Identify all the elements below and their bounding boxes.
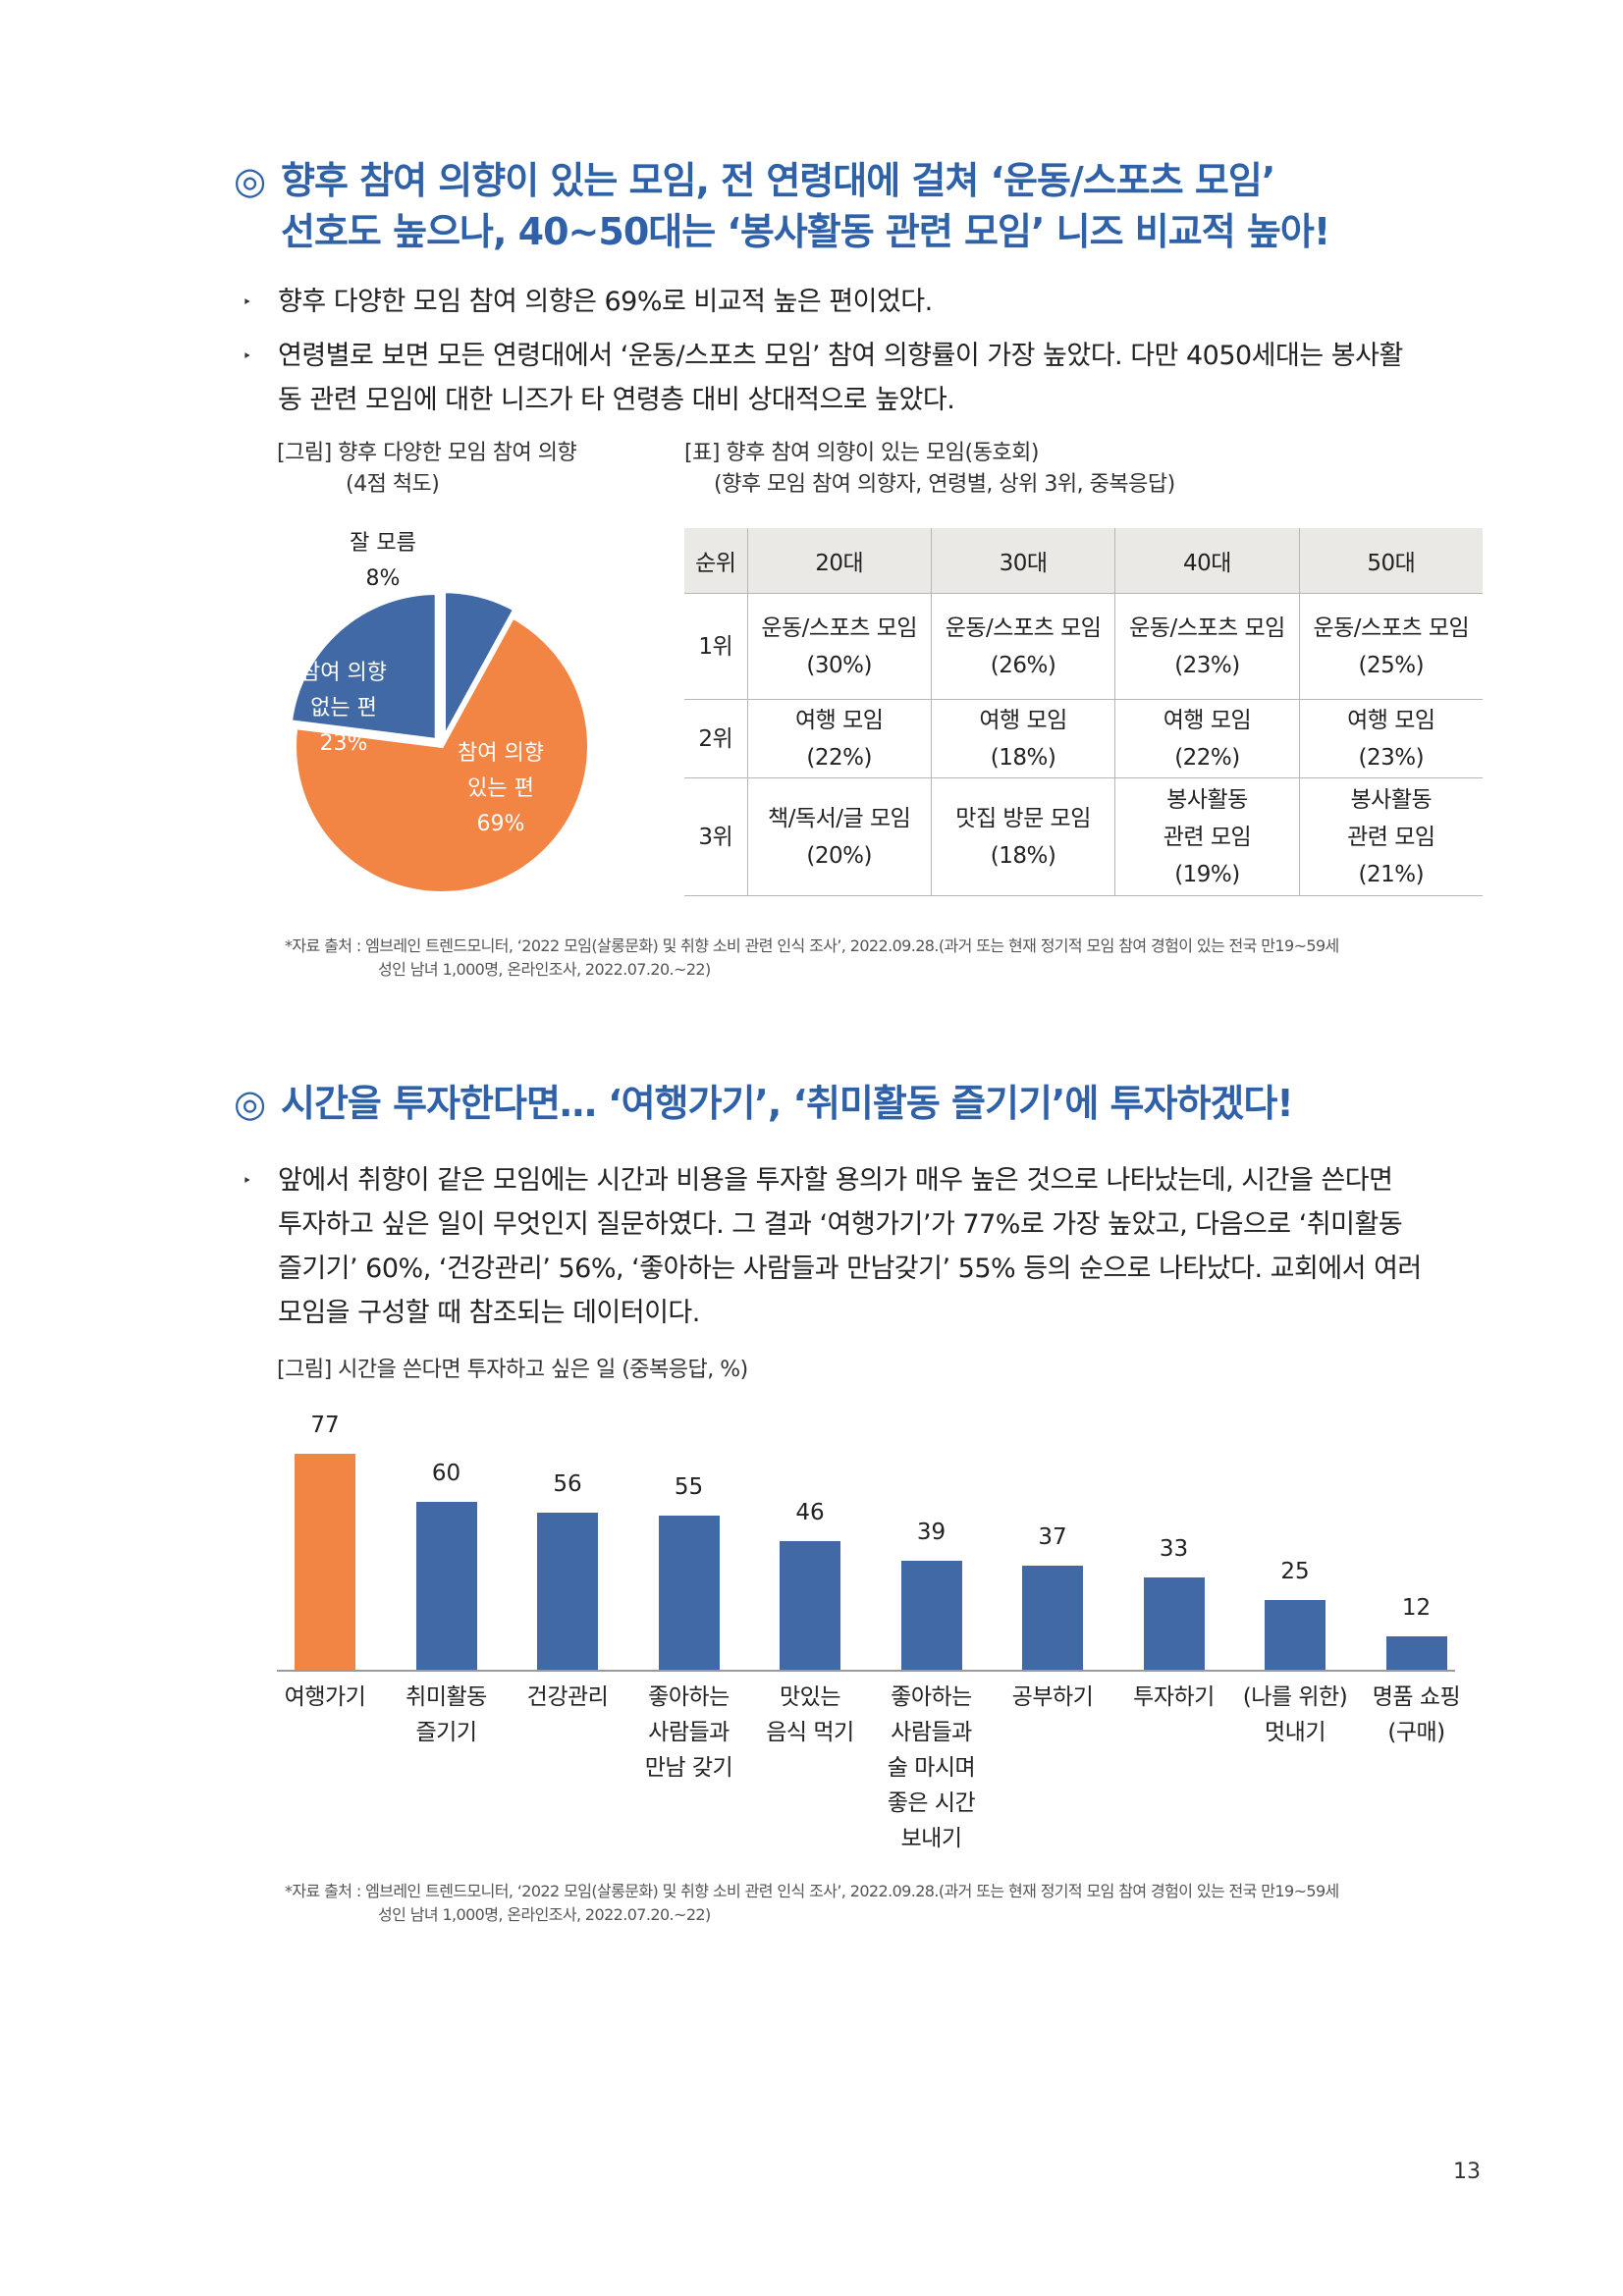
table-cell: 운동/스포츠 모임 (30%) (746, 593, 932, 700)
bar-value-label: 77 (310, 1413, 340, 1438)
bar-category-label: 공부하기 (1011, 1684, 1094, 1710)
bar-value-label: 33 (1159, 1535, 1189, 1562)
table-header-20s: 20대 (746, 528, 932, 594)
section1-bullet-1: ‣ 향후 다양한 모임 참여 의향은 69%로 비교적 높은 편이었다. (243, 280, 1495, 324)
bar-category-label: 명품 쇼핑 (구매) (1372, 1684, 1461, 1745)
bar (658, 1515, 720, 1670)
bullet-arrow-icon: ‣ (243, 293, 251, 311)
pie-slice-yes (293, 614, 591, 895)
bar (1385, 1635, 1447, 1670)
bar-category-label: 여행가기 (284, 1684, 366, 1710)
bar (1022, 1566, 1083, 1670)
section2-bullet: ‣ 앞에서 취향이 같은 모임에는 시간과 비용을 투자할 용의가 매우 높은 … (243, 1158, 1505, 1335)
section1-source-note: *자료 출처 : 엠브레인 트렌드모니터, ‘2022 모임(살롱문화) 및 취… (285, 936, 1339, 979)
table-row: 1위 운동/스포츠 모임 (30%) 운동/스포츠 모임 (26%) 운동/스포츠 … (684, 593, 1483, 700)
bar-category-label: (나를 위한) 멋내기 (1242, 1684, 1348, 1745)
page-number: 13 (1453, 2160, 1481, 2184)
bar (295, 1454, 355, 1670)
bar-value-label: 25 (1280, 1558, 1310, 1584)
bar-value-label: 39 (916, 1519, 947, 1545)
bar-category-label: 맛있는 음식 먹기 (766, 1684, 854, 1745)
bar (415, 1501, 477, 1670)
table-header-30s: 30대 (930, 528, 1115, 594)
bar-chart: 77 여행가기 60 취미활동 즐기기 56 건강관리 55 좋아하는 사람들과 만남 갖기 46 맛있… (277, 1394, 1461, 1851)
table-row: 2위 여행 모임 (22%) 여행 모임 (18%) 여행 모임 (22%) 여행 모… (684, 699, 1483, 778)
section2-heading: ◎ 시간을 투자한다면… ‘여행가기’, ‘취미활동 즐기기’에 투자하겠다! (234, 1078, 1510, 1129)
table-cell: 여행 모임 (22%) (1114, 699, 1300, 778)
table-cell: 책/독서/글 모임 (20%) (746, 777, 932, 896)
table-cell: 운동/스포츠 모임 (26%) (930, 593, 1115, 700)
pie-slice-unknown (441, 589, 517, 740)
heading-mark-icon: ◎ (234, 1082, 266, 1125)
bar (537, 1513, 598, 1670)
pie-label-no: 참여 의향 없는 편 23% (300, 661, 387, 756)
table-row: 3위 책/독서/글 모임 (20%) 맛집 방문 모임 (18%) 봉사활동 관련 모… (684, 777, 1483, 896)
section1-heading-line1: 향후 참여 의향이 있는 모임, 전 연령대에 걸쳐 ‘운동/스포츠 모임’ (281, 159, 1275, 202)
table-cell: 여행 모임 (22%) (746, 699, 932, 778)
bar (900, 1560, 962, 1670)
bar-category-label: 좋아하는 사람들과 술 마시며 좋은 시간 보내기 (887, 1684, 976, 1851)
bar-chart-caption: [그림] 시간을 쓴다면 투자하고 싶은 일 (중복응답, %) (277, 1358, 748, 1382)
table-cell-rank: 1위 (684, 593, 747, 700)
bar-value-label: 12 (1401, 1594, 1432, 1621)
pie-label-yes: 참여 의향 있는 편 69% (458, 741, 544, 836)
table-cell: 여행 모임 (18%) (930, 699, 1115, 778)
table-header-40s: 40대 (1114, 528, 1300, 594)
section1-bullet-2: ‣ 연령별로 보면 모든 연령대에서 ‘운동/스포츠 모임’ 참여 의향률이 가… (243, 334, 1505, 422)
bar (1265, 1599, 1325, 1670)
section1-heading: ◎ 향후 참여 의향이 있는 모임, 전 연령대에 걸쳐 ‘운동/스포츠 모임’ … (234, 155, 1510, 257)
pie-label-unknown: 잘 모름 8% (350, 531, 416, 591)
heading-mark-icon: ◎ (234, 159, 266, 202)
table-cell: 여행 모임 (23%) (1298, 699, 1483, 778)
table-cell: 맛집 방문 모임 (18%) (930, 777, 1115, 896)
section1-heading-line2: 선호도 높으나, 40~50대는 ‘봉사활동 관련 모임’ 니즈 비교적 높아! (281, 210, 1330, 253)
bullet-arrow-icon: ‣ (243, 1171, 251, 1190)
bar (780, 1540, 840, 1670)
table-cell-rank: 2위 (684, 699, 747, 778)
bar-value-label: 37 (1038, 1524, 1067, 1551)
bar-value-label: 46 (795, 1499, 825, 1525)
table-cell: 운동/스포츠 모임 (25%) (1298, 593, 1483, 700)
bar-value-label: 55 (674, 1473, 704, 1500)
pie-chart (288, 589, 591, 895)
bar-chart-baseline (277, 1670, 1455, 1672)
table-cell: 봉사활동 관련 모임 (21%) (1298, 777, 1483, 896)
table-cell: 봉사활동 관련 모임 (19%) (1114, 777, 1300, 896)
bar-category-label: 좋아하는 사람들과 만남 갖기 (644, 1684, 733, 1781)
bullet-arrow-icon: ‣ (243, 347, 251, 365)
table-caption: [표] 향후 참여 의향이 있는 모임(동호회) (향후 모임 참여 의향자, … (684, 441, 1175, 497)
bar (1143, 1576, 1205, 1670)
bar-value-label: 60 (431, 1460, 461, 1486)
section2-heading-text: 시간을 투자한다면… ‘여행가기’, ‘취미활동 즐기기’에 투자하겠다! (281, 1082, 1294, 1125)
bar-value-label: 56 (553, 1471, 582, 1497)
section2-source-note: *자료 출처 : 엠브레인 트렌드모니터, ‘2022 모임(살롱문화) 및 취… (285, 1882, 1339, 1924)
table-cell-rank: 3위 (684, 777, 747, 896)
ranking-table: 순위 20대 30대 40대 50대 1위 운동/스포츠 모임 (30%) 운동/… (684, 528, 1483, 896)
table-header-50s: 50대 (1298, 528, 1483, 594)
table-header-rank: 순위 (684, 528, 747, 594)
bar-category-label: 투자하기 (1133, 1684, 1215, 1710)
bar-category-label: 건강관리 (526, 1684, 609, 1710)
pie-caption: [그림] 향후 다양한 모임 참여 의향 (4점 척도) (277, 441, 577, 497)
bar-category-label: 취미활동 즐기기 (406, 1684, 487, 1745)
pie-slice-no (288, 590, 439, 743)
table-cell: 운동/스포츠 모임 (23%) (1114, 593, 1300, 700)
table-header-row: 순위 20대 30대 40대 50대 (684, 528, 1483, 594)
